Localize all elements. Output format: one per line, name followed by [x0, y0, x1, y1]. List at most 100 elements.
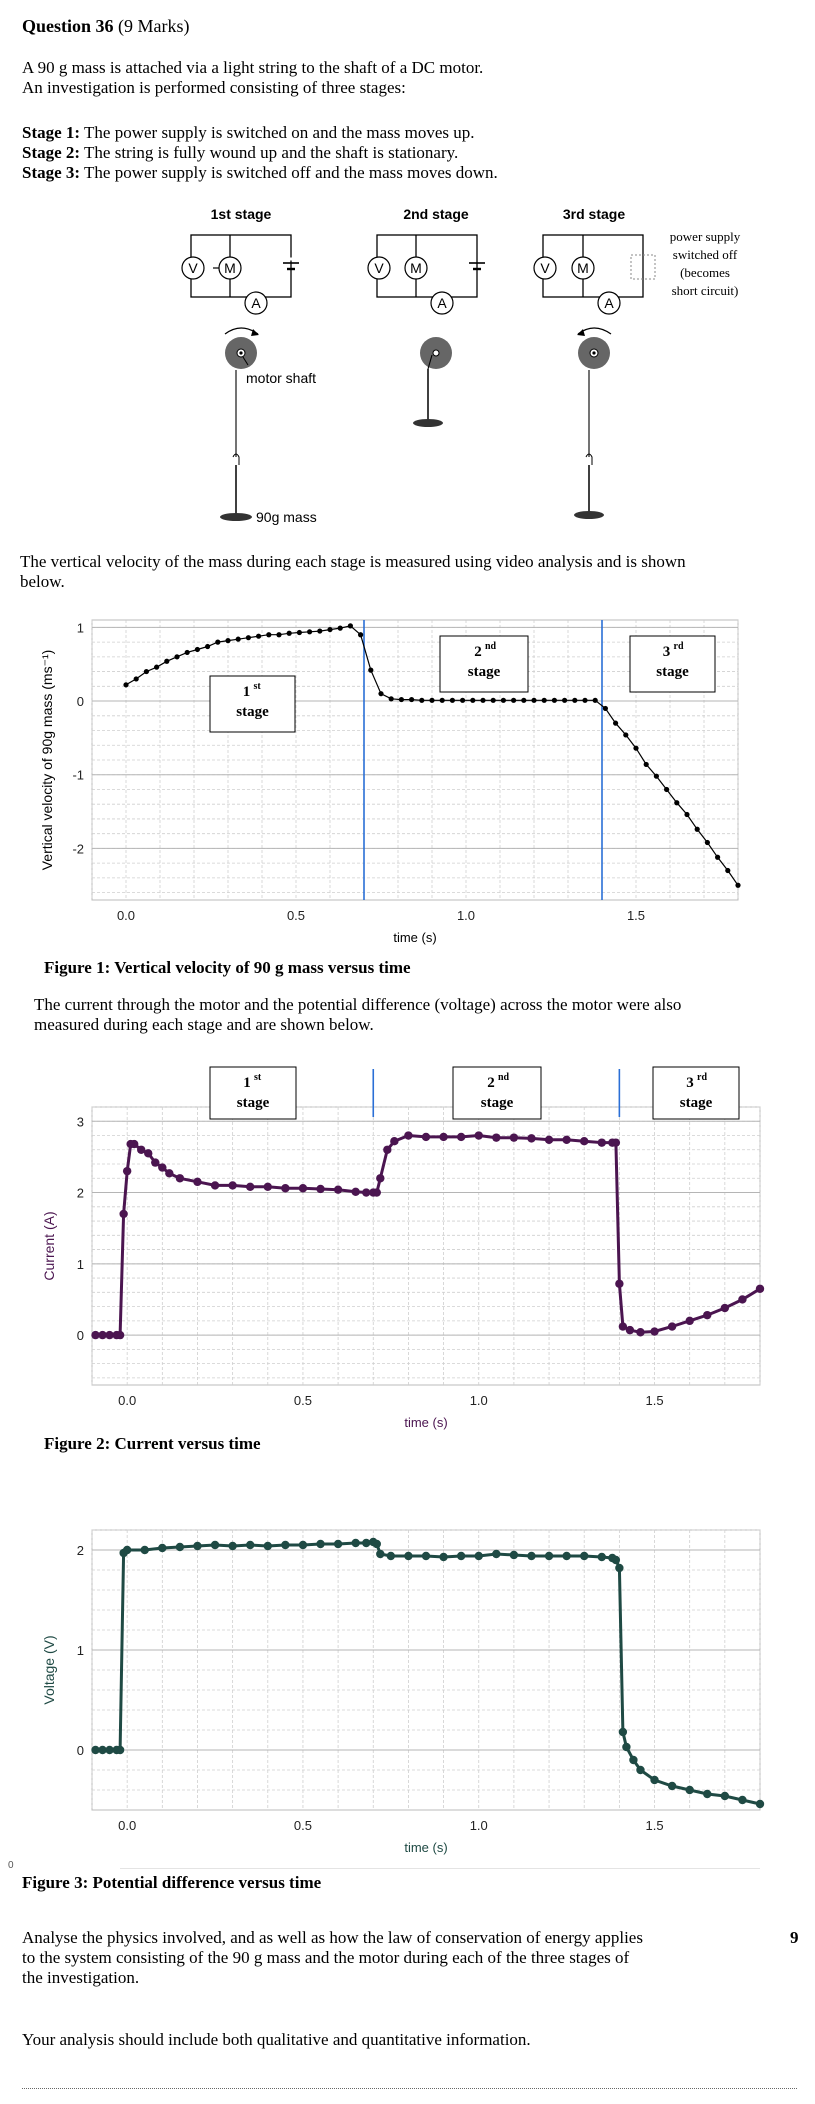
diagram-stage-title: 3rd stage [563, 206, 625, 222]
y-tick-label: 3 [77, 1114, 84, 1129]
data-point [562, 1135, 571, 1144]
data-point [151, 1158, 160, 1167]
data-point [333, 1539, 343, 1549]
stage-item: Stage 2: The string is fully wound up an… [22, 143, 792, 163]
data-point [492, 1133, 501, 1142]
stage-box: 3 rd stage [629, 635, 716, 693]
data-point [386, 1551, 396, 1561]
x-tick-label: 1.5 [645, 1818, 663, 1833]
motor-symbol: M [213, 235, 242, 297]
data-point [613, 720, 619, 726]
stage-box-frame [452, 1066, 542, 1120]
data-point [362, 1188, 371, 1197]
data-point [144, 1149, 153, 1158]
data-point [378, 691, 384, 697]
stage-box-frame [439, 635, 529, 693]
stage-box-frame [209, 1066, 297, 1120]
data-point [521, 697, 527, 703]
data-point [480, 697, 486, 703]
y-tick-label: 2 [77, 1186, 84, 1201]
task-line-4: Your analysis should include both qualit… [22, 2030, 531, 2049]
data-point [653, 773, 660, 779]
data-point [263, 1182, 272, 1192]
ammeter-symbol: A [244, 291, 268, 315]
data-point [667, 1781, 677, 1791]
data-point [228, 1541, 237, 1551]
data-point [667, 1322, 677, 1331]
stage-box: 2 nd stage [439, 635, 529, 693]
data-point [421, 1132, 431, 1142]
data-point [544, 1551, 554, 1561]
power-off-note-line: short circuit) [672, 283, 739, 298]
data-point [316, 1184, 325, 1194]
stage-box-word: stage [236, 704, 269, 720]
data-point [246, 1540, 255, 1550]
voltmeter-symbol: V [181, 256, 205, 280]
y-tick-label: 1 [77, 620, 84, 635]
x-tick-label: 0.0 [118, 1393, 136, 1408]
stage-label: Stage 3: [22, 163, 81, 182]
x-tick-label: 0.0 [117, 908, 135, 923]
meter-v-label: V [188, 260, 198, 276]
question-number: Question 36 [22, 16, 114, 36]
circuit-stage-3 [542, 234, 656, 298]
y-tick-label: 1 [77, 1643, 84, 1658]
data-point [333, 1185, 343, 1194]
data-point [470, 697, 476, 703]
task-line-1: Analyse the physics involved, and as wel… [22, 1928, 643, 1947]
stage-box-number: 3 [686, 1075, 694, 1091]
y-tick-label: -2 [72, 841, 84, 856]
data-point [165, 1169, 174, 1178]
stage-box-word: stage [656, 664, 689, 680]
stage-box-suffix: rd [674, 641, 684, 652]
data-point [372, 1539, 381, 1549]
data-point [122, 1166, 132, 1176]
data-point [122, 1545, 132, 1555]
data-point [580, 1551, 589, 1561]
stage-text: The power supply is switched off and the… [84, 163, 498, 182]
data-point [623, 732, 629, 738]
meter-m-label: M [577, 260, 589, 276]
motor-symbol: M [571, 235, 595, 297]
data-point [137, 1145, 146, 1154]
data-point [193, 1177, 202, 1187]
x-tick-label: 1.0 [470, 1818, 488, 1833]
data-point [650, 1327, 659, 1336]
stage-box-number: 2 [487, 1075, 495, 1091]
data-point [597, 1138, 606, 1147]
data-point [629, 1755, 638, 1765]
data-point [362, 1538, 371, 1548]
data-point [725, 867, 731, 874]
data-point [358, 632, 364, 638]
y-tick-label: -1 [72, 768, 84, 783]
figure-1-caption: Figure 1: Vertical velocity of 90 g mass… [44, 958, 411, 977]
data-point [105, 1745, 114, 1755]
x-axis-label: time (s) [393, 930, 436, 945]
data-point [140, 1545, 149, 1555]
data-point [602, 705, 609, 712]
figure-2-caption: Figure 2: Current versus time [44, 1434, 261, 1453]
data-point [500, 697, 506, 703]
data-point [527, 1551, 536, 1561]
answer-line[interactable] [22, 2088, 797, 2089]
y-tick-label: 1 [77, 1257, 84, 1272]
data-point [246, 1182, 255, 1192]
data-point [298, 1184, 308, 1193]
data-point [398, 696, 404, 703]
task-line-2: to the system consisting of the 90 g mas… [22, 1948, 630, 1967]
ammeter-symbol: A [597, 291, 621, 315]
stray-mark: 0 [8, 1860, 14, 1871]
question-heading: Question 36 (9 Marks) [22, 16, 190, 37]
stage-list: Stage 1: The power supply is switched on… [22, 123, 792, 183]
data-point [263, 1541, 272, 1551]
data-point [235, 636, 241, 642]
stage-box-number: 3 [663, 644, 671, 660]
data-point [531, 697, 537, 703]
data-point [636, 1328, 645, 1337]
x-tick-label: 0.5 [287, 908, 305, 923]
power-off-note-line: switched off [673, 247, 738, 262]
data-point [720, 1791, 730, 1801]
y-tick-label: 0 [77, 694, 84, 709]
meter-a-label: A [437, 295, 447, 311]
